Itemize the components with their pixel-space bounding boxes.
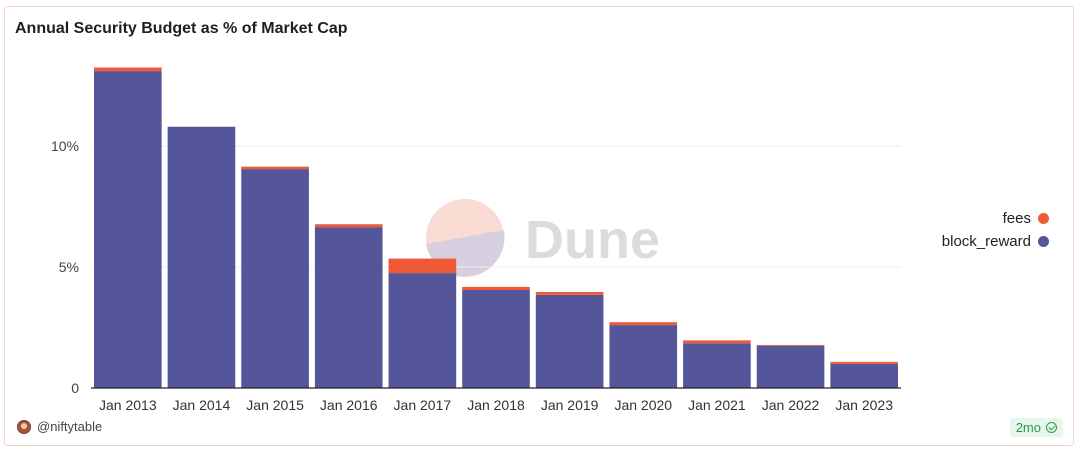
x-tick-label: Jan 2016 [320, 397, 378, 413]
bar-block-reward [609, 325, 678, 388]
x-tick-label: Jan 2019 [541, 397, 599, 413]
legend-dot-fees [1038, 213, 1049, 224]
bar-block-reward [462, 290, 530, 388]
x-tick-label: Jan 2021 [688, 397, 746, 413]
bar-fees [683, 340, 751, 344]
bar-block-reward [167, 126, 236, 388]
bar-block-reward [535, 294, 604, 388]
bar-fees [462, 286, 530, 291]
bar-block-reward [388, 273, 457, 388]
x-tick-label: Jan 2014 [173, 397, 231, 413]
chart-card: Annual Security Budget as % of Market Ca… [4, 6, 1074, 446]
avatar [17, 419, 31, 434]
bar-block-reward [756, 345, 825, 388]
check-circle-icon [1046, 422, 1057, 433]
bar-fees [609, 322, 678, 326]
y-tick-label: 10% [51, 138, 79, 154]
bar-fees [314, 224, 383, 228]
freshness-badge: 2mo [1009, 418, 1063, 437]
y-tick-label: 0 [71, 380, 79, 396]
bar-block-reward [683, 343, 751, 388]
bar-fees [535, 291, 604, 295]
chart-title: Annual Security Budget as % of Market Ca… [15, 20, 348, 37]
author-name: @niftytable [37, 419, 103, 434]
legend-dot-block-reward [1038, 236, 1049, 247]
legend-item-fees[interactable]: fees [942, 207, 1049, 230]
bar-fees [756, 344, 825, 346]
chart-plot: Dune 0 5% 10% Jan 2013 Jan 2014 Jan 2015 Jan 2… [51, 67, 901, 413]
y-tick-label: 5% [59, 259, 79, 275]
x-tick-label: Jan 2013 [99, 397, 157, 413]
bar-fees [388, 258, 457, 274]
x-tick-label: Jan 2023 [835, 397, 893, 413]
legend-label-fees: fees [1002, 210, 1031, 227]
x-tick-label: Jan 2015 [246, 397, 304, 413]
bar-fees [94, 67, 162, 72]
dune-watermark: Dune [426, 199, 660, 277]
author-link[interactable]: @niftytable [17, 419, 102, 434]
bars [94, 67, 898, 389]
legend-label-block-reward: block_reward [941, 233, 1031, 250]
legend-item-block-reward[interactable]: block_reward [942, 230, 1049, 253]
freshness-label: 2mo [1015, 420, 1041, 435]
x-tick-label: Jan 2020 [614, 397, 672, 413]
x-tick-label: Jan 2022 [762, 397, 820, 413]
bar-block-reward [241, 169, 309, 388]
bar-block-reward [830, 363, 898, 388]
bar-block-reward [94, 71, 162, 389]
x-tick-label: Jan 2018 [467, 397, 525, 413]
bar-block-reward [314, 227, 383, 388]
bar-fees [241, 166, 309, 170]
bar-fees [830, 361, 898, 364]
legend: fees block_reward [942, 207, 1049, 253]
axes: 0 5% 10% Jan 2013 Jan 2014 Jan 2015 Jan 2016 Ja… [51, 138, 901, 413]
x-tick-label: Jan 2017 [394, 397, 452, 413]
watermark-text: Dune [525, 210, 660, 270]
